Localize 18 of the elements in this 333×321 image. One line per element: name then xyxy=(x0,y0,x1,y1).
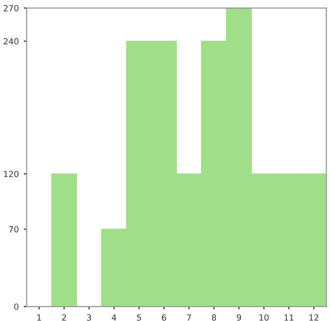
x-tick-label: 1 xyxy=(37,314,42,321)
x-tick-label: 3 xyxy=(87,314,92,321)
x-tick-label: 9 xyxy=(236,314,241,321)
x-tick-label: 6 xyxy=(162,314,166,321)
x-tick-label: 10 xyxy=(260,314,269,321)
x-tick-label: 11 xyxy=(284,314,294,321)
x-tick-label: 4 xyxy=(112,314,116,321)
x-tick-label: 5 xyxy=(137,314,141,321)
x-tick-label: 2 xyxy=(62,314,66,321)
x-tick-label: 7 xyxy=(187,314,191,321)
x-tick-label: 8 xyxy=(212,314,216,321)
x-tick-label: 12 xyxy=(309,314,318,321)
y-tick-label: 0 xyxy=(14,304,18,310)
y-tick-label: 70 xyxy=(9,226,18,232)
bar xyxy=(51,173,78,307)
y-tick-label: 240 xyxy=(4,38,18,44)
y-tick-label: 120 xyxy=(4,170,18,178)
y-tick-label: 270 xyxy=(4,5,18,12)
